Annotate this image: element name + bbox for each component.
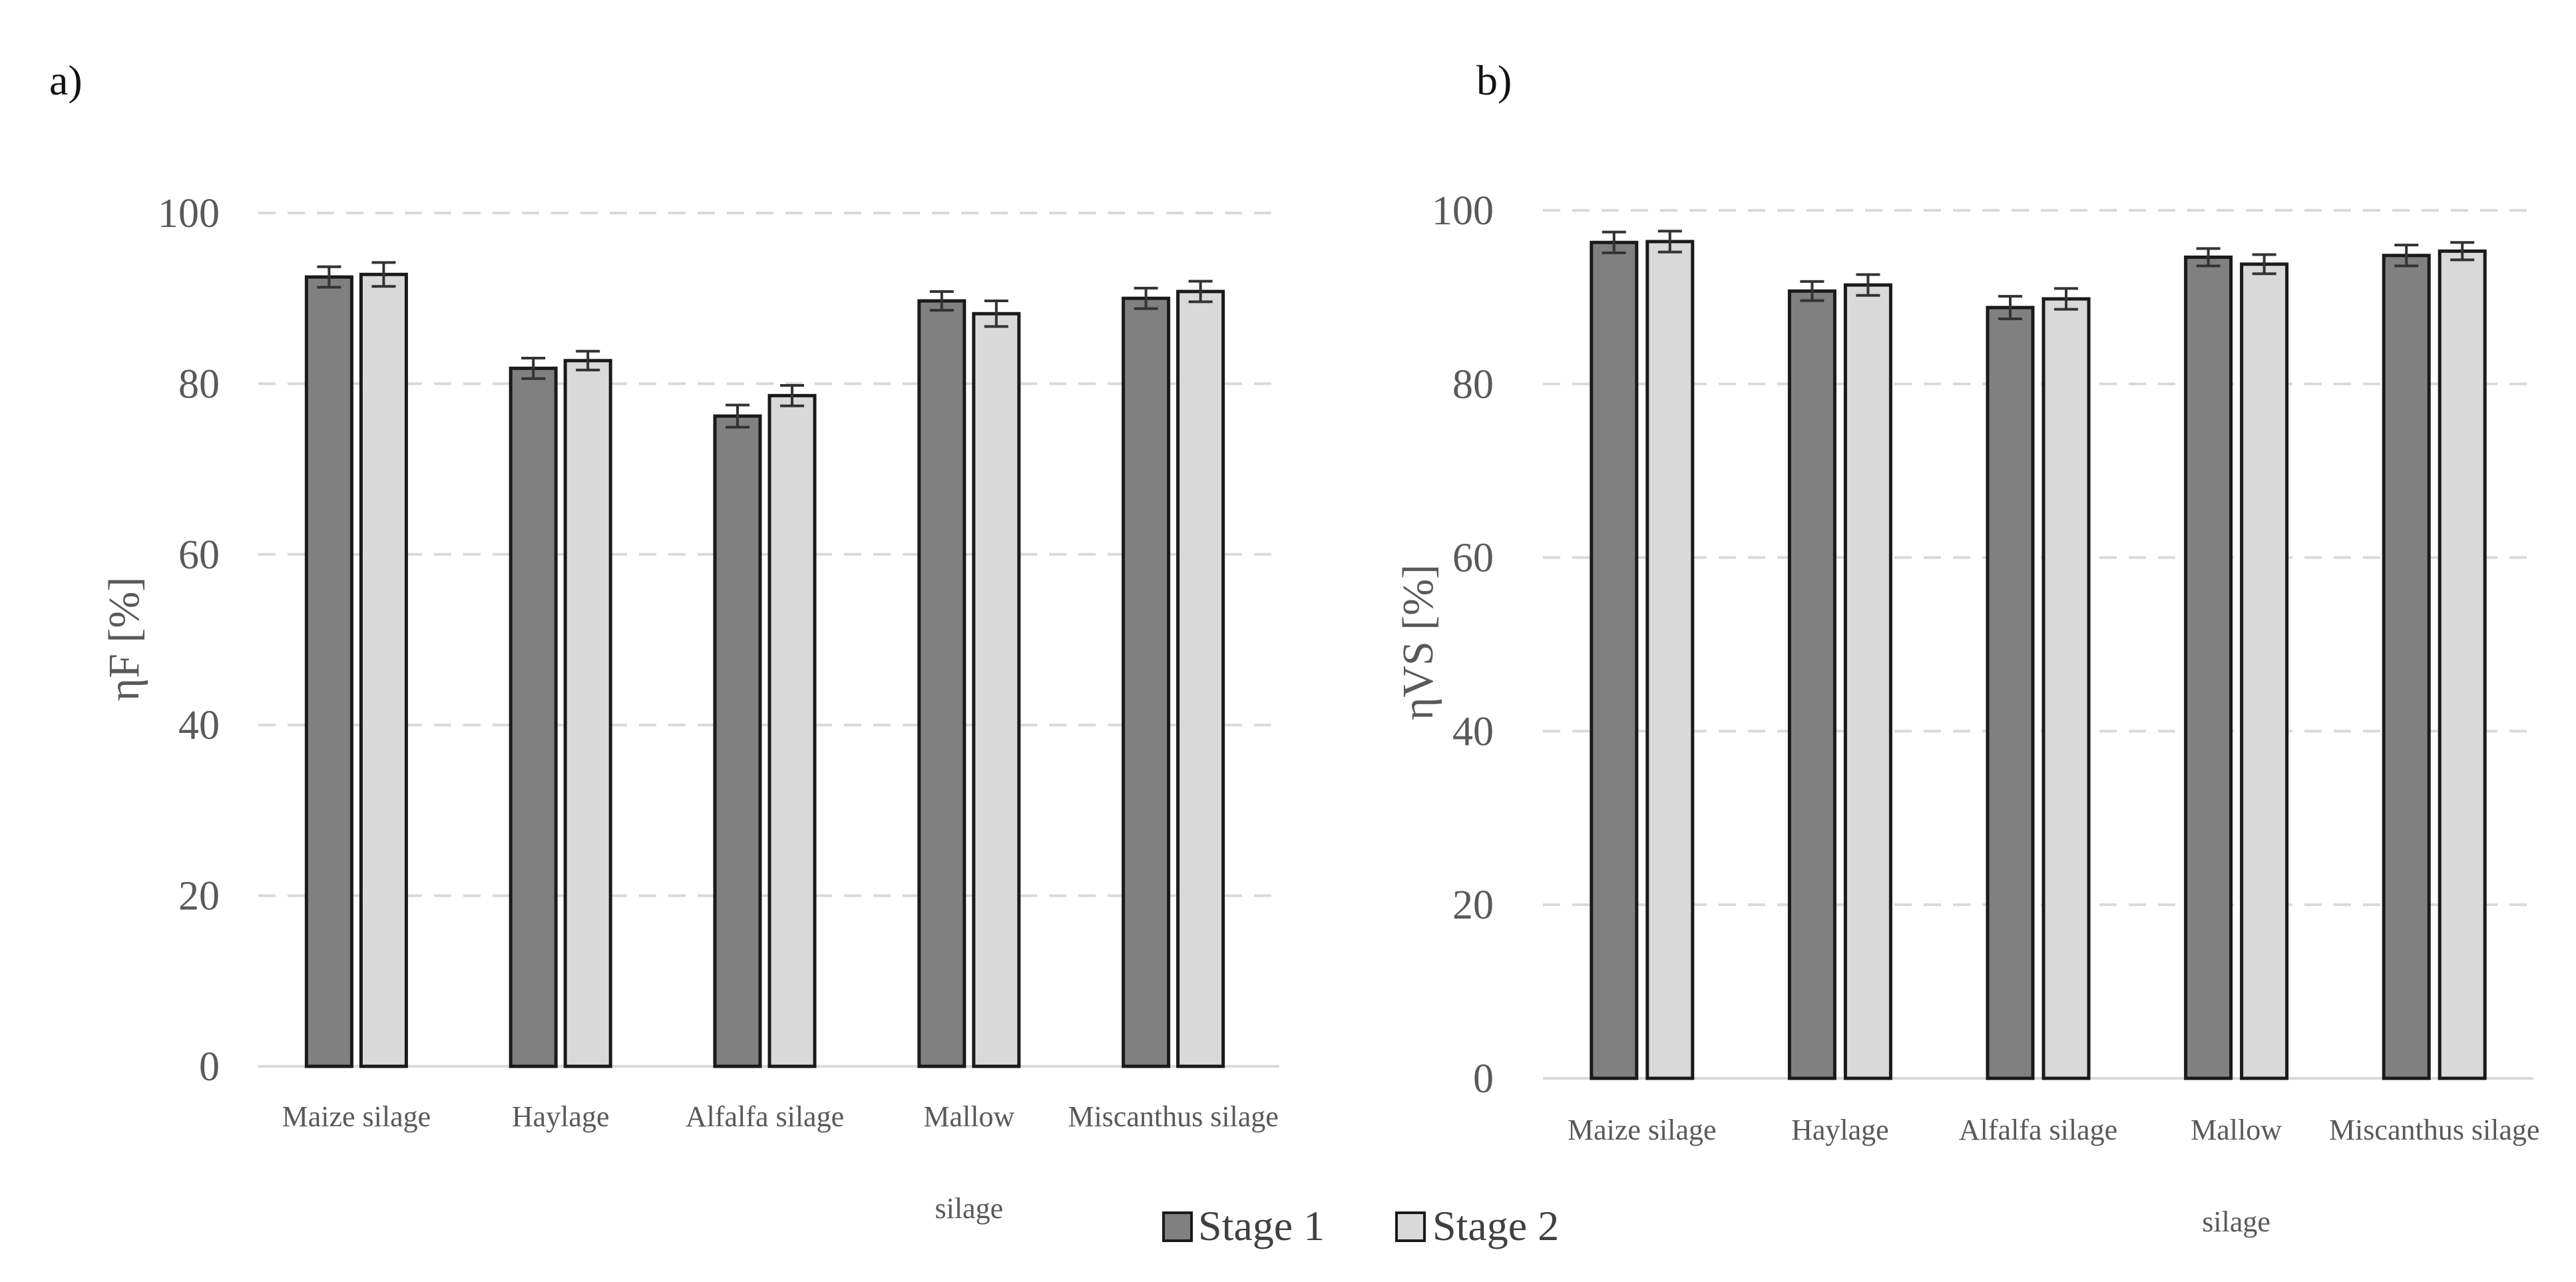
- bar-stage-1: [2382, 254, 2431, 1080]
- bar-stage-1: [1787, 289, 1836, 1080]
- legend-swatch-stage-1: [1162, 1211, 1193, 1242]
- error-bar: [2252, 253, 2276, 276]
- bar-stage-1: [2184, 255, 2233, 1080]
- y-tick-label: 80: [1452, 362, 1494, 407]
- y-axis-title: ηF [%]: [100, 577, 148, 702]
- bar-stage-1: [713, 414, 762, 1068]
- y-tick-label: 40: [178, 703, 220, 748]
- bar-stage-2: [2240, 262, 2289, 1080]
- error-bar: [726, 403, 750, 429]
- bar-stage-2: [2438, 249, 2487, 1080]
- y-tick-label: 40: [1452, 709, 1494, 754]
- chart-panel-a: a) 0 20 40 60 80 100 ηF [%] Maize silage Haylage A…: [49, 57, 1279, 1225]
- bar-stage-1: [304, 275, 353, 1068]
- bar-stage-2: [2041, 297, 2091, 1080]
- legend-label-stage-2: Stage 2: [1432, 1202, 1559, 1249]
- error-bar: [521, 356, 546, 380]
- bar-stage-2: [972, 312, 1021, 1068]
- error-bar: [1602, 230, 1626, 254]
- error-bar: [1657, 230, 1682, 254]
- error-bar: [1856, 273, 1880, 297]
- x-category-label: Haylage: [1791, 1114, 1889, 1146]
- x-category-label: Maize silage: [282, 1100, 431, 1133]
- bar-stage-2: [1645, 240, 1695, 1080]
- error-bar: [371, 261, 396, 288]
- bar-stage-2: [359, 272, 408, 1068]
- y-tick-label: 0: [199, 1044, 220, 1090]
- error-bar: [1800, 280, 1825, 302]
- y-axis-title: ηVS [%]: [1394, 564, 1442, 720]
- x-category-label: silage: [935, 1192, 1003, 1225]
- bar-stage-2: [1176, 290, 1225, 1068]
- legend-label-stage-1: Stage 1: [1198, 1202, 1325, 1249]
- error-bar: [317, 265, 341, 289]
- error-bar: [1188, 280, 1213, 304]
- bar-stage-1: [1590, 240, 1639, 1080]
- y-tick-label: 0: [1473, 1056, 1494, 1102]
- error-bar: [2394, 244, 2419, 268]
- panel-label: a): [49, 57, 83, 104]
- chart-panel-b: b) 0 20 40 60 80 100 ηVS [%] Maize silage Haylage…: [1394, 57, 2539, 1238]
- legend-swatch-stage-2: [1395, 1211, 1426, 1242]
- bar-stage-2: [1843, 283, 1892, 1080]
- x-category-label: Maize silage: [1568, 1114, 1717, 1146]
- x-category-label: Mallow: [923, 1100, 1014, 1133]
- bar-stage-2: [563, 359, 612, 1068]
- error-bar: [1134, 286, 1158, 310]
- y-tick-label: 100: [158, 191, 220, 236]
- chart-legend: Stage 1 Stage 2: [1162, 1202, 1559, 1249]
- x-category-label: Alfalfa silage: [1959, 1114, 2117, 1146]
- x-category-label: Haylage: [512, 1100, 610, 1133]
- y-tick-label: 100: [1432, 188, 1494, 234]
- x-category-label: Mallow: [2191, 1114, 2282, 1146]
- panel-label: b): [1476, 57, 1512, 104]
- error-bar: [984, 300, 1008, 328]
- x-category-label: Miscanthus silage: [2329, 1114, 2540, 1146]
- y-tick-label: 60: [178, 533, 220, 578]
- y-tick-label: 80: [178, 361, 220, 407]
- y-tick-label: 60: [1452, 536, 1494, 581]
- x-category-label: Alfalfa silage: [686, 1100, 844, 1133]
- bar-stage-2: [767, 393, 817, 1068]
- bar-stage-1: [509, 366, 558, 1068]
- error-bar: [576, 349, 600, 371]
- y-tick-label: 20: [178, 874, 220, 919]
- bar-stage-1: [1122, 296, 1171, 1068]
- bar-stage-1: [917, 299, 966, 1068]
- error-bar: [1998, 295, 2022, 320]
- bar-stage-1: [1986, 306, 2035, 1080]
- error-bar: [929, 290, 954, 312]
- x-category-label: silage: [2202, 1205, 2270, 1238]
- y-tick-label: 20: [1452, 883, 1494, 928]
- error-bar: [2450, 241, 2475, 262]
- error-bar: [2054, 287, 2078, 311]
- error-bar: [2196, 247, 2221, 268]
- x-category-label: Miscanthus silage: [1068, 1100, 1279, 1133]
- error-bar: [780, 383, 804, 407]
